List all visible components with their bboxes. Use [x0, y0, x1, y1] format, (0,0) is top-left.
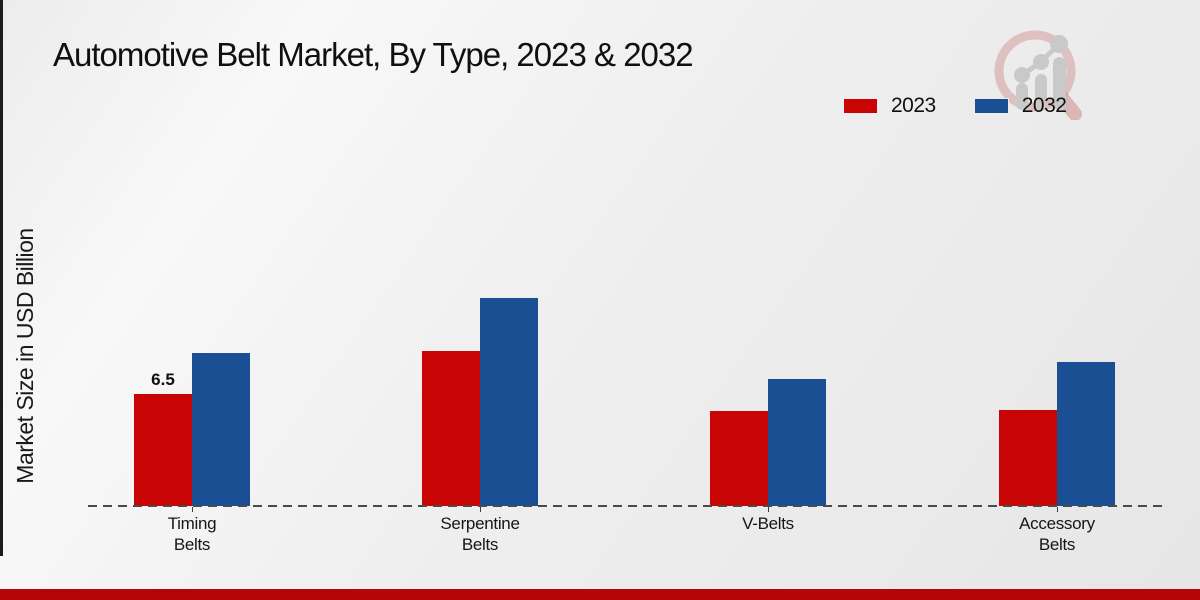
bar-2032-v-belts	[768, 379, 826, 506]
left-edge-strip	[0, 0, 3, 556]
legend: 2023 2032	[843, 94, 1067, 118]
legend-item-2032: 2032	[973, 94, 1067, 118]
bar-chart-icon	[1014, 35, 1068, 110]
x-axis-tick	[192, 507, 193, 512]
x-axis-tick	[768, 507, 769, 512]
bar-2032-timing-belts	[192, 353, 250, 506]
brand-watermark-logo	[994, 30, 1082, 120]
x-axis-tick	[1057, 507, 1058, 512]
footer-red-bar	[0, 589, 1200, 600]
x-tick-label-serpentine-belts: Serpentine Belts	[440, 514, 520, 554]
y-axis-label: Market Size in USD Billion	[12, 228, 38, 484]
legend-swatch-2023	[843, 98, 878, 114]
legend-label-2032: 2032	[1021, 94, 1067, 117]
legend-label-2023: 2023	[891, 94, 936, 117]
legend-swatch-2032	[973, 98, 1009, 114]
x-axis-tick	[480, 507, 481, 512]
legend-item-2023: 2023	[843, 94, 936, 118]
bar-value-label: 6.5	[151, 370, 175, 389]
x-tick-label-timing-belts: Timing Belts	[167, 514, 217, 554]
x-axis-line	[88, 505, 1163, 507]
bar-2023-v-belts	[710, 411, 768, 506]
chart-title: Automotive Belt Market, By Type, 2023 & …	[53, 36, 694, 73]
x-tick-label-v-belts: V-Belts	[742, 514, 794, 533]
bar-2023-timing-belts	[134, 394, 192, 506]
x-tick-label-accessory-belts: Accessory Belts	[1019, 514, 1095, 554]
bar-2032-accessory-belts	[1057, 362, 1115, 506]
bar-2023-accessory-belts	[999, 410, 1057, 506]
bar-2032-serpentine-belts	[480, 298, 538, 506]
bar-2023-serpentine-belts	[422, 351, 480, 506]
